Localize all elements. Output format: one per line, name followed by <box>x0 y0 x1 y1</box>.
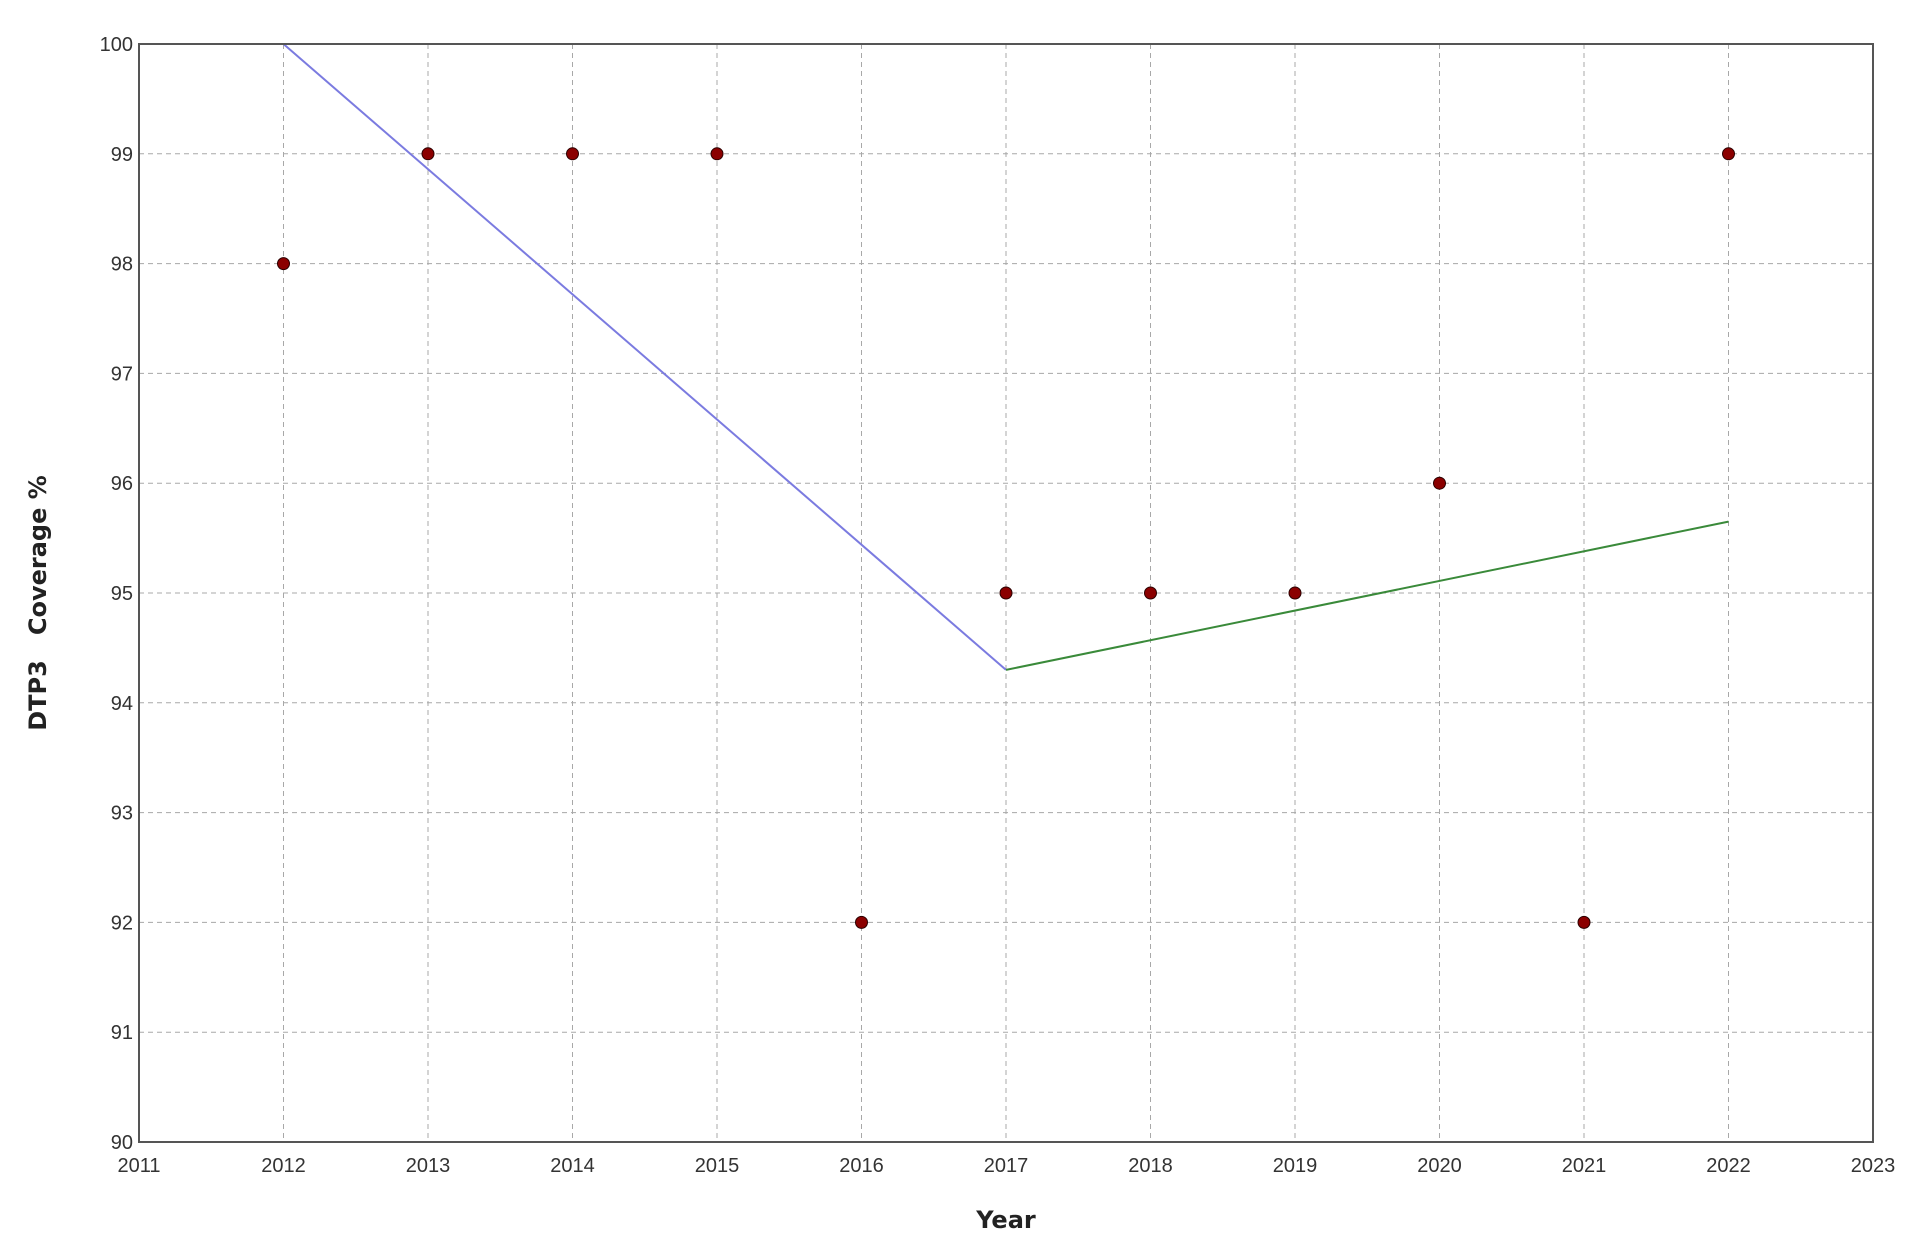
trend-line <box>282 43 1007 671</box>
data-points <box>277 147 1735 929</box>
x-tick-label: 2022 <box>1706 1155 1751 1177</box>
data-point <box>421 147 435 161</box>
x-tick-label: 2016 <box>839 1155 884 1177</box>
y-tick-label: 91 <box>111 1022 133 1044</box>
x-tick-label: 2013 <box>406 1155 451 1177</box>
y-tick-label: 99 <box>111 144 133 166</box>
x-tick-label: 2021 <box>1562 1155 1607 1177</box>
data-point <box>1577 915 1591 929</box>
y-axis-title: DTP3 Coverage % <box>24 475 52 731</box>
data-point <box>1144 586 1157 600</box>
data-point <box>1433 476 1446 490</box>
x-tick-label: 2020 <box>1417 1155 1462 1177</box>
y-tick-label: 90 <box>111 1132 133 1154</box>
data-point <box>277 257 290 271</box>
y-tick-labels: 90 91 92 93 94 95 96 97 98 99 100 <box>100 34 133 1154</box>
y-tick-label: 100 <box>100 34 133 56</box>
x-tick-label: 2023 <box>1851 1155 1896 1177</box>
data-point <box>1722 147 1735 161</box>
y-tick-label: 98 <box>111 254 133 276</box>
trend-lines <box>282 43 1729 671</box>
data-point <box>999 586 1013 600</box>
data-point <box>710 147 724 161</box>
x-tick-label: 2014 <box>550 1155 595 1177</box>
data-point <box>855 915 868 929</box>
trend-line <box>1005 520 1729 671</box>
x-tick-label: 2017 <box>984 1155 1029 1177</box>
y-tick-label: 93 <box>111 803 133 825</box>
y-tick-label: 92 <box>111 912 133 934</box>
x-axis-title: Year <box>975 1206 1036 1234</box>
x-tick-label: 2015 <box>695 1155 740 1177</box>
x-tick-label: 2011 <box>117 1155 160 1177</box>
y-tick-label: 94 <box>111 693 133 715</box>
y-tick-label: 97 <box>111 363 133 385</box>
plot-frame <box>138 43 1874 1143</box>
x-tick-label: 2012 <box>261 1155 306 1177</box>
data-point <box>1288 586 1302 600</box>
x-tick-label: 2019 <box>1273 1155 1318 1177</box>
x-tick-labels: 2011 2012 2013 2014 2015 2016 2017 2018 2019 2020… <box>117 1155 1895 1177</box>
data-point <box>566 147 579 161</box>
y-tick-label: 96 <box>111 473 133 495</box>
x-tick-label: 2018 <box>1128 1155 1173 1177</box>
y-tick-label: 95 <box>111 583 133 605</box>
